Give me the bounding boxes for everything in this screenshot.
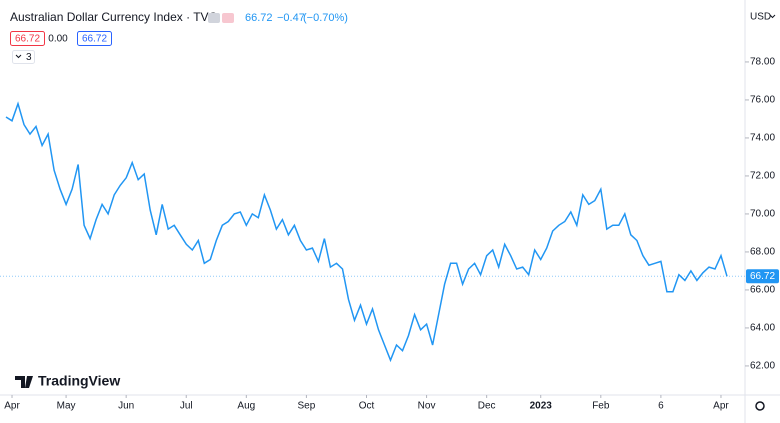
x-tick-label: Dec [478, 401, 496, 412]
x-tick-label: Apr [4, 401, 20, 412]
watermark-logo [15, 376, 33, 388]
x-tick-label: May [57, 401, 76, 412]
x-tick-label: Apr [713, 401, 729, 412]
currency-label[interactable]: USD [750, 12, 771, 23]
last-price-label: 66.72 [750, 271, 775, 282]
y-tick-label: 70.00 [750, 209, 775, 220]
toggle-icon[interactable] [222, 13, 234, 23]
y-tick-label: 68.00 [750, 247, 775, 258]
ohlc-value: 66.72 [82, 34, 107, 45]
y-tick-label: 74.00 [750, 133, 775, 144]
ohlc-value: 0.00 [48, 34, 68, 45]
y-tick-label: 64.00 [750, 323, 775, 334]
indicators-toggle[interactable] [12, 50, 35, 64]
x-tick-label: Oct [359, 401, 375, 412]
y-tick-label: 72.00 [750, 171, 775, 182]
ohlc-value: 66.72 [15, 34, 40, 45]
y-tick-label: 62.00 [750, 361, 775, 372]
chart-title: Australian Dollar Currency Index · TVC [10, 10, 218, 24]
ohlc-box [10, 31, 45, 46]
legend-change: −0.47 [277, 12, 305, 24]
last-price-box [746, 269, 779, 284]
x-tick-label: Feb [592, 401, 610, 412]
price-line [5, 101, 728, 363]
chevron-icon [769, 14, 776, 19]
watermark: TradingView [38, 373, 120, 389]
settings-icon[interactable] [755, 401, 765, 411]
legend-change-pct: (−0.70%) [303, 12, 348, 24]
x-tick-label: Aug [237, 401, 255, 412]
x-tick-label: Jul [180, 401, 193, 412]
legend-price: 66.72 [245, 12, 273, 24]
chevron-icon [15, 54, 22, 59]
x-tick-label: 6 [658, 401, 664, 412]
y-tick-label: 76.00 [750, 95, 775, 106]
ohlc-box [77, 31, 112, 46]
x-tick-label: Sep [298, 401, 316, 412]
y-tick-label: 66.00 [750, 285, 775, 296]
indicator-count: 3 [26, 52, 32, 63]
x-tick-label: Nov [418, 401, 436, 412]
x-tick-label: Jun [118, 401, 134, 412]
toggle-icon[interactable] [208, 13, 220, 23]
y-tick-label: 78.00 [750, 57, 775, 68]
x-tick-label: 2023 [530, 401, 553, 412]
